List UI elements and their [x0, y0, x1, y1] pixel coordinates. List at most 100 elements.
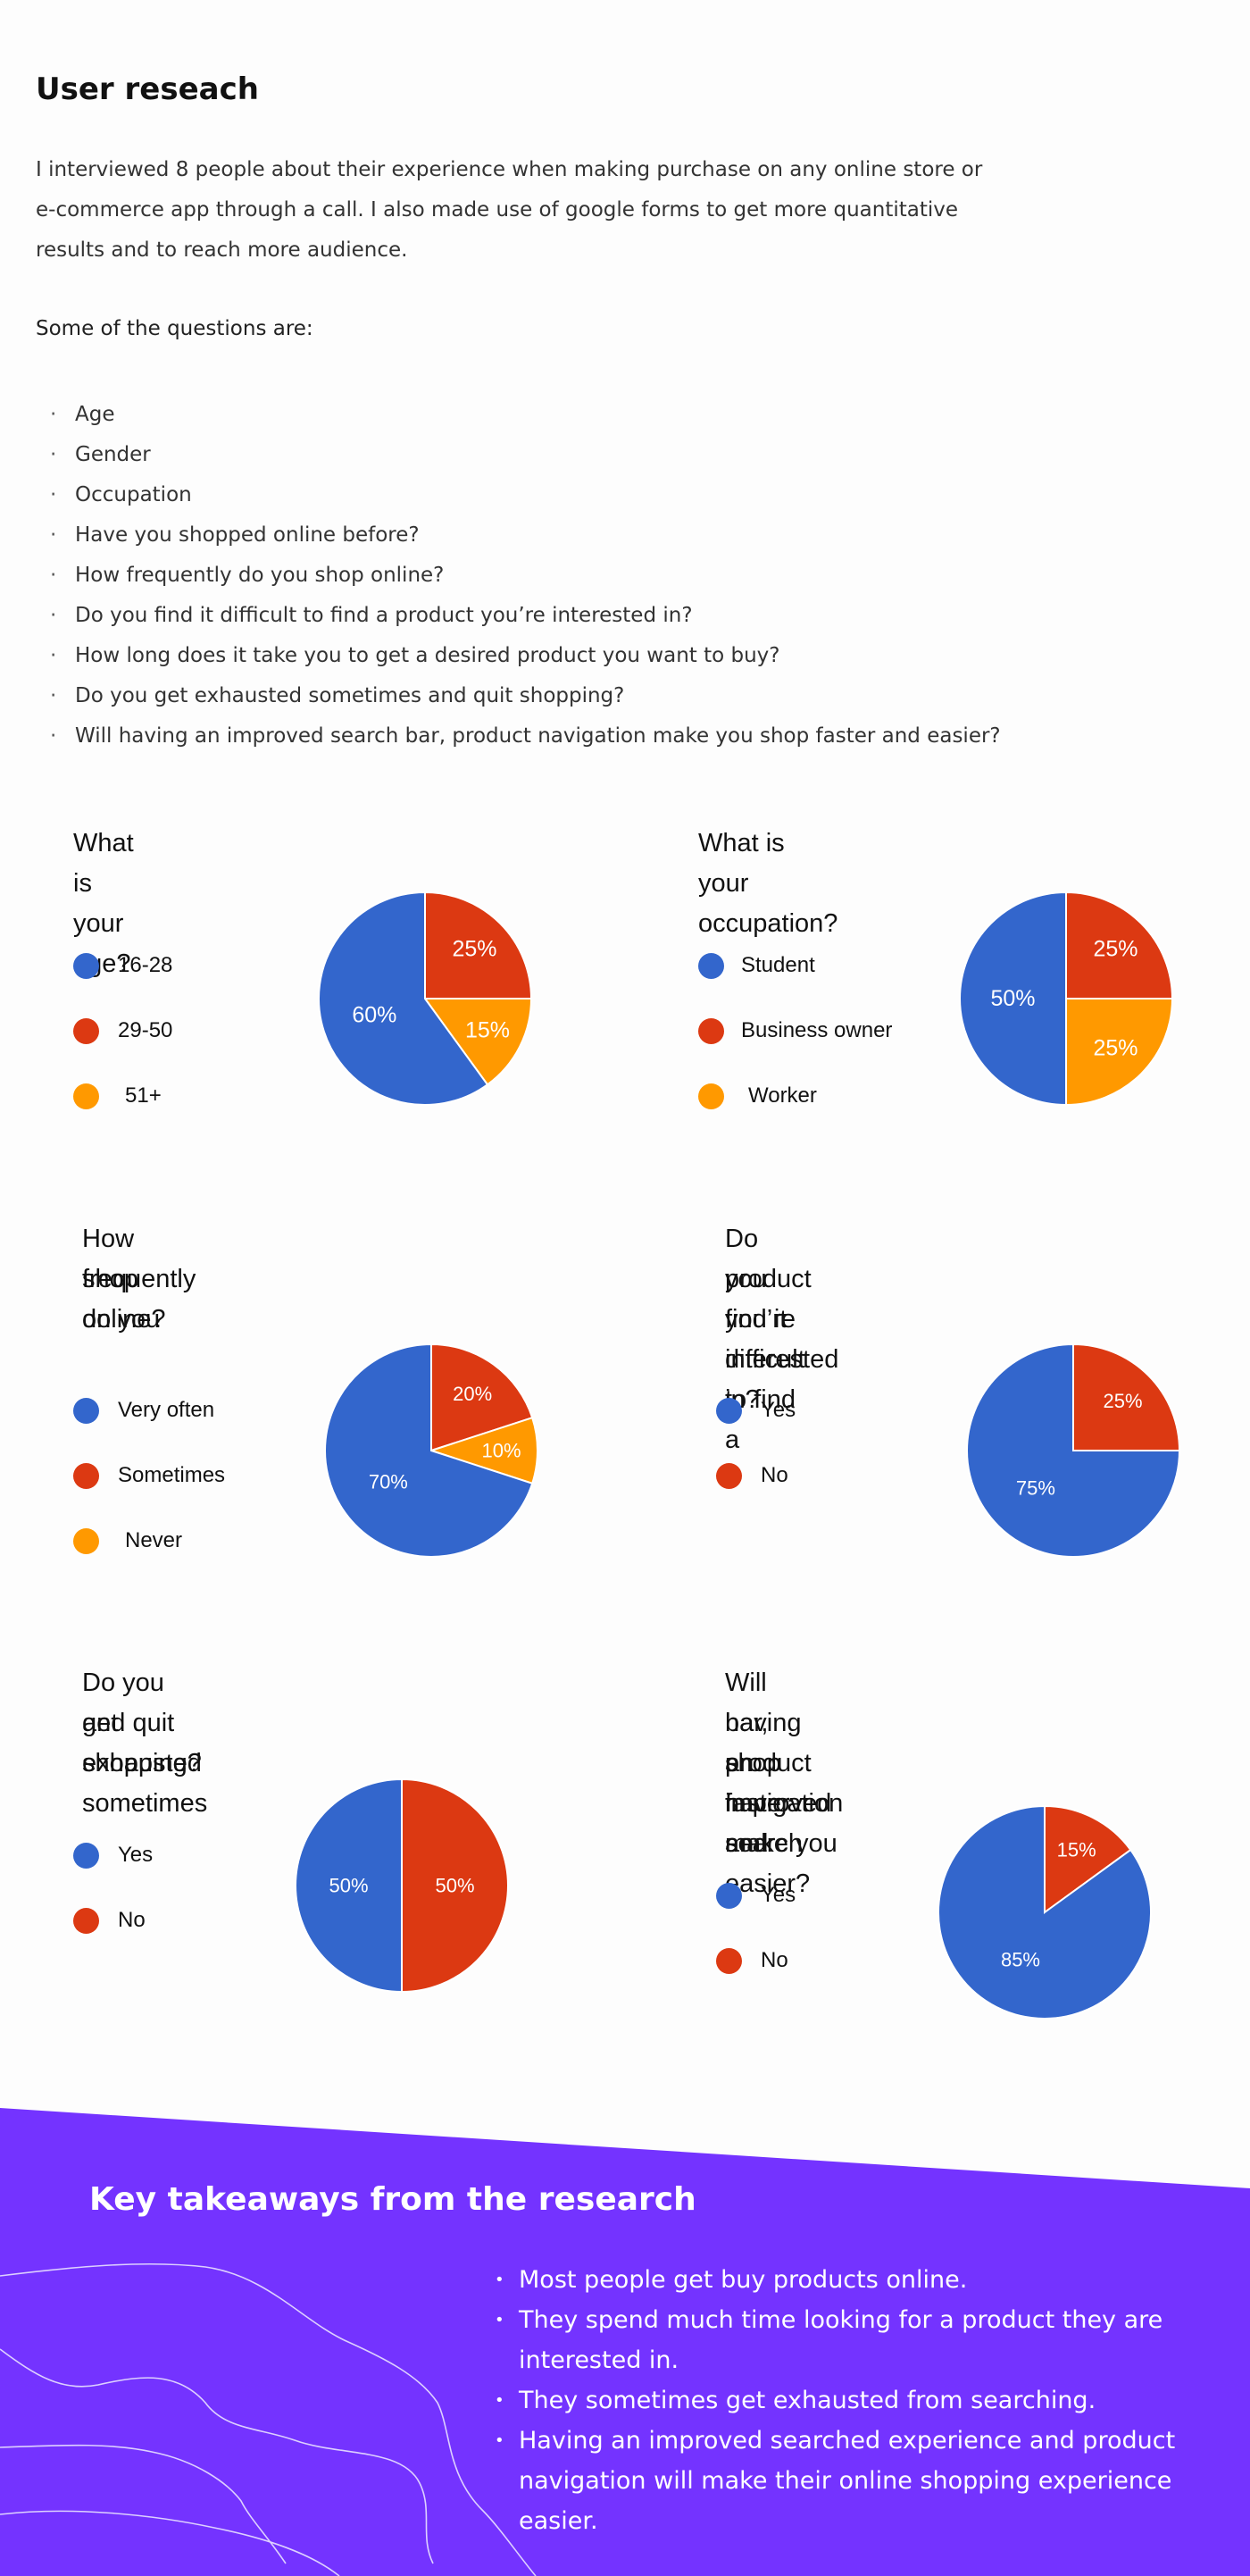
pie-slice [966, 1342, 1181, 1558]
pie-slice [1065, 891, 1174, 999]
chart-title: bar, product navigation make you [725, 1709, 844, 1858]
legend-item: Very often [73, 1397, 214, 1424]
legend-label: No [761, 1463, 788, 1487]
legend-label: No [118, 1908, 146, 1932]
slice-label: 60% [352, 1002, 396, 1027]
legend-swatch [716, 1882, 742, 1909]
pie-slice [959, 891, 1067, 1107]
key-takeaways-section: Key takeaways from the research Most peo… [0, 2108, 1250, 2576]
pie-slice [430, 1342, 534, 1452]
takeaways-list: Most people get buy products online. The… [493, 2260, 1234, 2541]
intro-line: results and to reach more audience. [36, 238, 408, 262]
legend-label: Student [741, 953, 815, 977]
pie-slice [318, 891, 489, 1106]
legend-label: No [761, 1948, 788, 1972]
chart-title: Will having an improved search [725, 1669, 832, 1858]
pie-chart: 25% 15% 60% [318, 891, 533, 1106]
slice-label: 50% [329, 1875, 368, 1897]
legend-swatch [698, 952, 724, 979]
legend-swatch [73, 1397, 99, 1424]
slice-label: 50% [990, 986, 1035, 1011]
slice-label: 20% [453, 1383, 492, 1405]
chart-title: shop online? [82, 1265, 166, 1334]
slice-label: 25% [1094, 936, 1138, 961]
chart-title: What is your occupation? [698, 829, 838, 938]
legend-label: Worker [748, 1083, 817, 1108]
pie-slice [423, 998, 533, 1086]
pie-slice [1044, 1804, 1132, 1914]
legend-swatch [73, 1907, 99, 1934]
chart-title: and quit shopping? [82, 1709, 202, 1777]
pie-slice [401, 1777, 509, 1994]
question-item: Age [36, 395, 1001, 435]
chart-title: Do you find it difficult to find a [725, 1225, 805, 1454]
section-title: User reseach [36, 71, 259, 107]
legend-label: 51+ [125, 1083, 162, 1108]
legend-swatch [698, 1017, 724, 1044]
legend-item: No [716, 1947, 788, 1974]
legend-swatch [73, 1527, 99, 1554]
intro-paragraph: I interviewed 8 people about their exper… [36, 150, 1036, 271]
slice-label: 75% [1016, 1477, 1055, 1500]
legend-item: No [716, 1462, 788, 1489]
legend-item: Yes [73, 1842, 153, 1869]
legend-item: 51+ [73, 1083, 162, 1109]
pie-chart: 50% 50% [295, 1777, 509, 1994]
slice-label: 50% [435, 1875, 474, 1897]
chart-title: shop faster and easier? [725, 1749, 811, 1898]
legend-label: Yes [761, 1398, 796, 1422]
pie-slice [938, 1804, 1152, 2020]
legend-item: Worker [698, 1083, 817, 1109]
pie-slice [295, 1777, 403, 1994]
intro-line: I interviewed 8 people about their exper… [36, 158, 983, 181]
legend-item: Never [73, 1527, 182, 1554]
pie-slice [428, 1416, 538, 1485]
legend-swatch [73, 1017, 99, 1044]
question-item: Do you get exhausted sometimes and quit … [36, 676, 1001, 716]
legend-label: Never [125, 1528, 183, 1552]
question-item: Will having an improved search bar, prod… [36, 716, 1001, 757]
legend-item: Sometimes [73, 1462, 225, 1489]
legend-swatch [73, 1083, 99, 1109]
legend-swatch [73, 1462, 99, 1489]
slice-label: 15% [465, 1018, 510, 1043]
legend-swatch [716, 1947, 742, 1974]
questions-heading: Some of the questions are: [36, 317, 313, 340]
legend-item: Student [698, 952, 815, 979]
slice-label: 70% [369, 1470, 408, 1493]
questions-list: Age Gender Occupation Have you shopped o… [36, 395, 1001, 757]
legend-label: 16-28 [118, 953, 173, 977]
legend-label: Sometimes [118, 1463, 226, 1487]
takeaway-item: Most people get buy products online. [493, 2260, 1234, 2300]
legend-swatch [716, 1462, 742, 1489]
pie-slice [424, 891, 533, 999]
legend-item: No [73, 1907, 146, 1934]
legend-swatch [716, 1397, 742, 1424]
pie-slice [1072, 1342, 1181, 1451]
pie-chart: 25% 75% [966, 1342, 1181, 1558]
legend-label: Very often [118, 1398, 215, 1422]
pie-slice [1065, 998, 1174, 1107]
legend-label: Business owner [741, 1018, 893, 1042]
pie-slice [324, 1342, 534, 1558]
slice-label: 15% [1057, 1839, 1096, 1861]
legend-item: Yes [716, 1397, 796, 1424]
intro-line: e-commerce app through a call. I also ma… [36, 198, 959, 222]
legend-label: Yes [761, 1883, 796, 1907]
pie-chart: 25% 25% 50% [959, 891, 1174, 1107]
legend-item: Yes [716, 1882, 796, 1909]
chart-title: Do you get exhausted sometimes [82, 1669, 208, 1818]
takeaway-item: They sometimes get exhausted from search… [493, 2380, 1234, 2421]
legend-item: 29-50 [73, 1017, 172, 1044]
takeaway-item: They spend much time looking for a produ… [493, 2300, 1234, 2380]
legend-label: 29-50 [118, 1018, 173, 1042]
legend-label: Yes [118, 1843, 154, 1867]
legend-swatch [73, 952, 99, 979]
question-item: Gender [36, 435, 1001, 475]
pie-chart: 15% 85% [938, 1804, 1152, 2020]
slice-label: 85% [1001, 1949, 1040, 1971]
legend-swatch [73, 1842, 99, 1869]
question-item: Have you shopped online before? [36, 515, 1001, 556]
question-item: How long does it take you to get a desir… [36, 636, 1001, 676]
question-item: How frequently do you shop online? [36, 556, 1001, 596]
